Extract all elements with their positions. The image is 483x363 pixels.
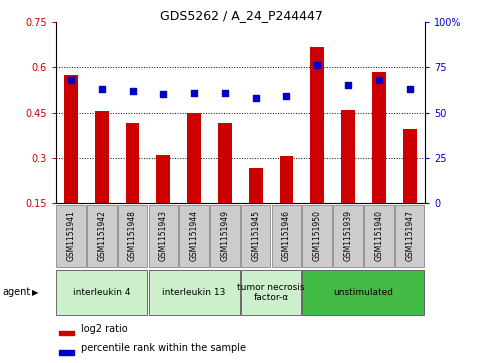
- FancyBboxPatch shape: [364, 205, 394, 267]
- Point: [221, 90, 229, 95]
- Text: log2 ratio: log2 ratio: [82, 324, 128, 334]
- Bar: [59, 330, 74, 335]
- FancyBboxPatch shape: [56, 205, 85, 267]
- FancyBboxPatch shape: [302, 205, 332, 267]
- Text: GSM1151950: GSM1151950: [313, 211, 322, 261]
- Text: GDS5262 / A_24_P244447: GDS5262 / A_24_P244447: [160, 9, 323, 22]
- Text: GSM1151941: GSM1151941: [67, 211, 75, 261]
- Text: GSM1151939: GSM1151939: [343, 211, 353, 261]
- Bar: [218, 123, 232, 203]
- Text: GSM1151945: GSM1151945: [251, 211, 260, 261]
- Bar: [156, 155, 170, 203]
- FancyBboxPatch shape: [149, 205, 178, 267]
- Text: tumor necrosis
factor-α: tumor necrosis factor-α: [237, 282, 305, 302]
- Text: GSM1151943: GSM1151943: [159, 211, 168, 261]
- FancyBboxPatch shape: [179, 205, 209, 267]
- Point: [313, 62, 321, 68]
- FancyBboxPatch shape: [118, 205, 147, 267]
- FancyBboxPatch shape: [241, 270, 301, 315]
- Text: unstimulated: unstimulated: [333, 288, 394, 297]
- Bar: [372, 72, 386, 203]
- Text: ▶: ▶: [32, 288, 39, 297]
- Text: percentile rank within the sample: percentile rank within the sample: [82, 343, 246, 354]
- Bar: [64, 75, 78, 203]
- FancyBboxPatch shape: [272, 205, 301, 267]
- Bar: [341, 110, 355, 203]
- FancyBboxPatch shape: [149, 270, 240, 315]
- FancyBboxPatch shape: [241, 205, 270, 267]
- Point: [406, 86, 413, 92]
- Bar: [59, 350, 74, 355]
- FancyBboxPatch shape: [87, 205, 116, 267]
- Bar: [311, 48, 324, 203]
- Point: [159, 91, 167, 97]
- Point: [283, 93, 290, 99]
- FancyBboxPatch shape: [302, 270, 425, 315]
- Point: [98, 86, 106, 92]
- Text: GSM1151940: GSM1151940: [374, 211, 384, 261]
- Text: GSM1151946: GSM1151946: [282, 211, 291, 261]
- Text: interleukin 4: interleukin 4: [73, 288, 130, 297]
- Point: [252, 95, 259, 101]
- Text: GSM1151948: GSM1151948: [128, 211, 137, 261]
- FancyBboxPatch shape: [56, 270, 147, 315]
- Text: GSM1151949: GSM1151949: [220, 211, 229, 261]
- Bar: [187, 113, 201, 203]
- Text: agent: agent: [2, 287, 30, 297]
- Text: interleukin 13: interleukin 13: [162, 288, 226, 297]
- Bar: [126, 123, 140, 203]
- Bar: [280, 156, 293, 203]
- Point: [375, 77, 383, 83]
- Point: [128, 88, 136, 94]
- Point: [190, 90, 198, 95]
- Text: GSM1151942: GSM1151942: [97, 211, 106, 261]
- FancyBboxPatch shape: [395, 205, 425, 267]
- Text: GSM1151947: GSM1151947: [405, 211, 414, 261]
- Text: GSM1151944: GSM1151944: [190, 211, 199, 261]
- Bar: [403, 129, 416, 203]
- Point: [344, 82, 352, 88]
- Bar: [249, 168, 263, 203]
- Bar: [95, 111, 109, 203]
- Point: [67, 77, 75, 83]
- FancyBboxPatch shape: [333, 205, 363, 267]
- FancyBboxPatch shape: [210, 205, 240, 267]
